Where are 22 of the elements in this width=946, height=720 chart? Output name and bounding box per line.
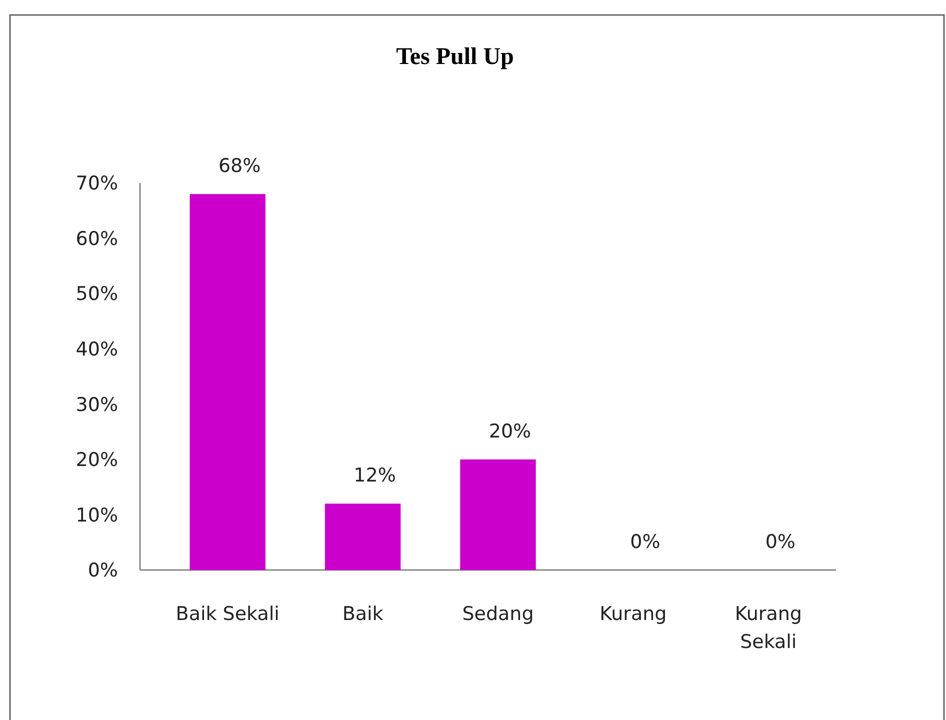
y-tick-label: 10%: [76, 504, 118, 526]
data-label: 0%: [765, 531, 796, 553]
bar: [324, 504, 401, 570]
data-label: 68%: [218, 155, 261, 178]
chart-title: Tes Pull Up: [396, 44, 514, 70]
y-tick-label: 60%: [76, 228, 118, 250]
data-label: 20%: [488, 420, 532, 442]
data-label: 0%: [630, 531, 660, 553]
x-tick-label: Sedang: [462, 603, 534, 625]
bar: [460, 459, 536, 570]
y-tick-label: 0%: [88, 560, 118, 582]
y-tick-label: 70%: [76, 172, 118, 195]
bar: [190, 194, 266, 570]
x-tick-label: Kurang Sekali: [734, 603, 802, 653]
data-label: 12%: [354, 464, 396, 487]
x-tick-label: Baik: [342, 603, 384, 625]
y-tick-label: 50%: [76, 283, 118, 306]
x-tick-label: Baik Sekali: [176, 603, 280, 625]
y-tick-label: 30%: [76, 394, 118, 416]
y-tick-label: 40%: [76, 338, 118, 361]
x-tick-label: Kurang: [600, 603, 667, 625]
y-tick-label: 20%: [76, 449, 118, 472]
